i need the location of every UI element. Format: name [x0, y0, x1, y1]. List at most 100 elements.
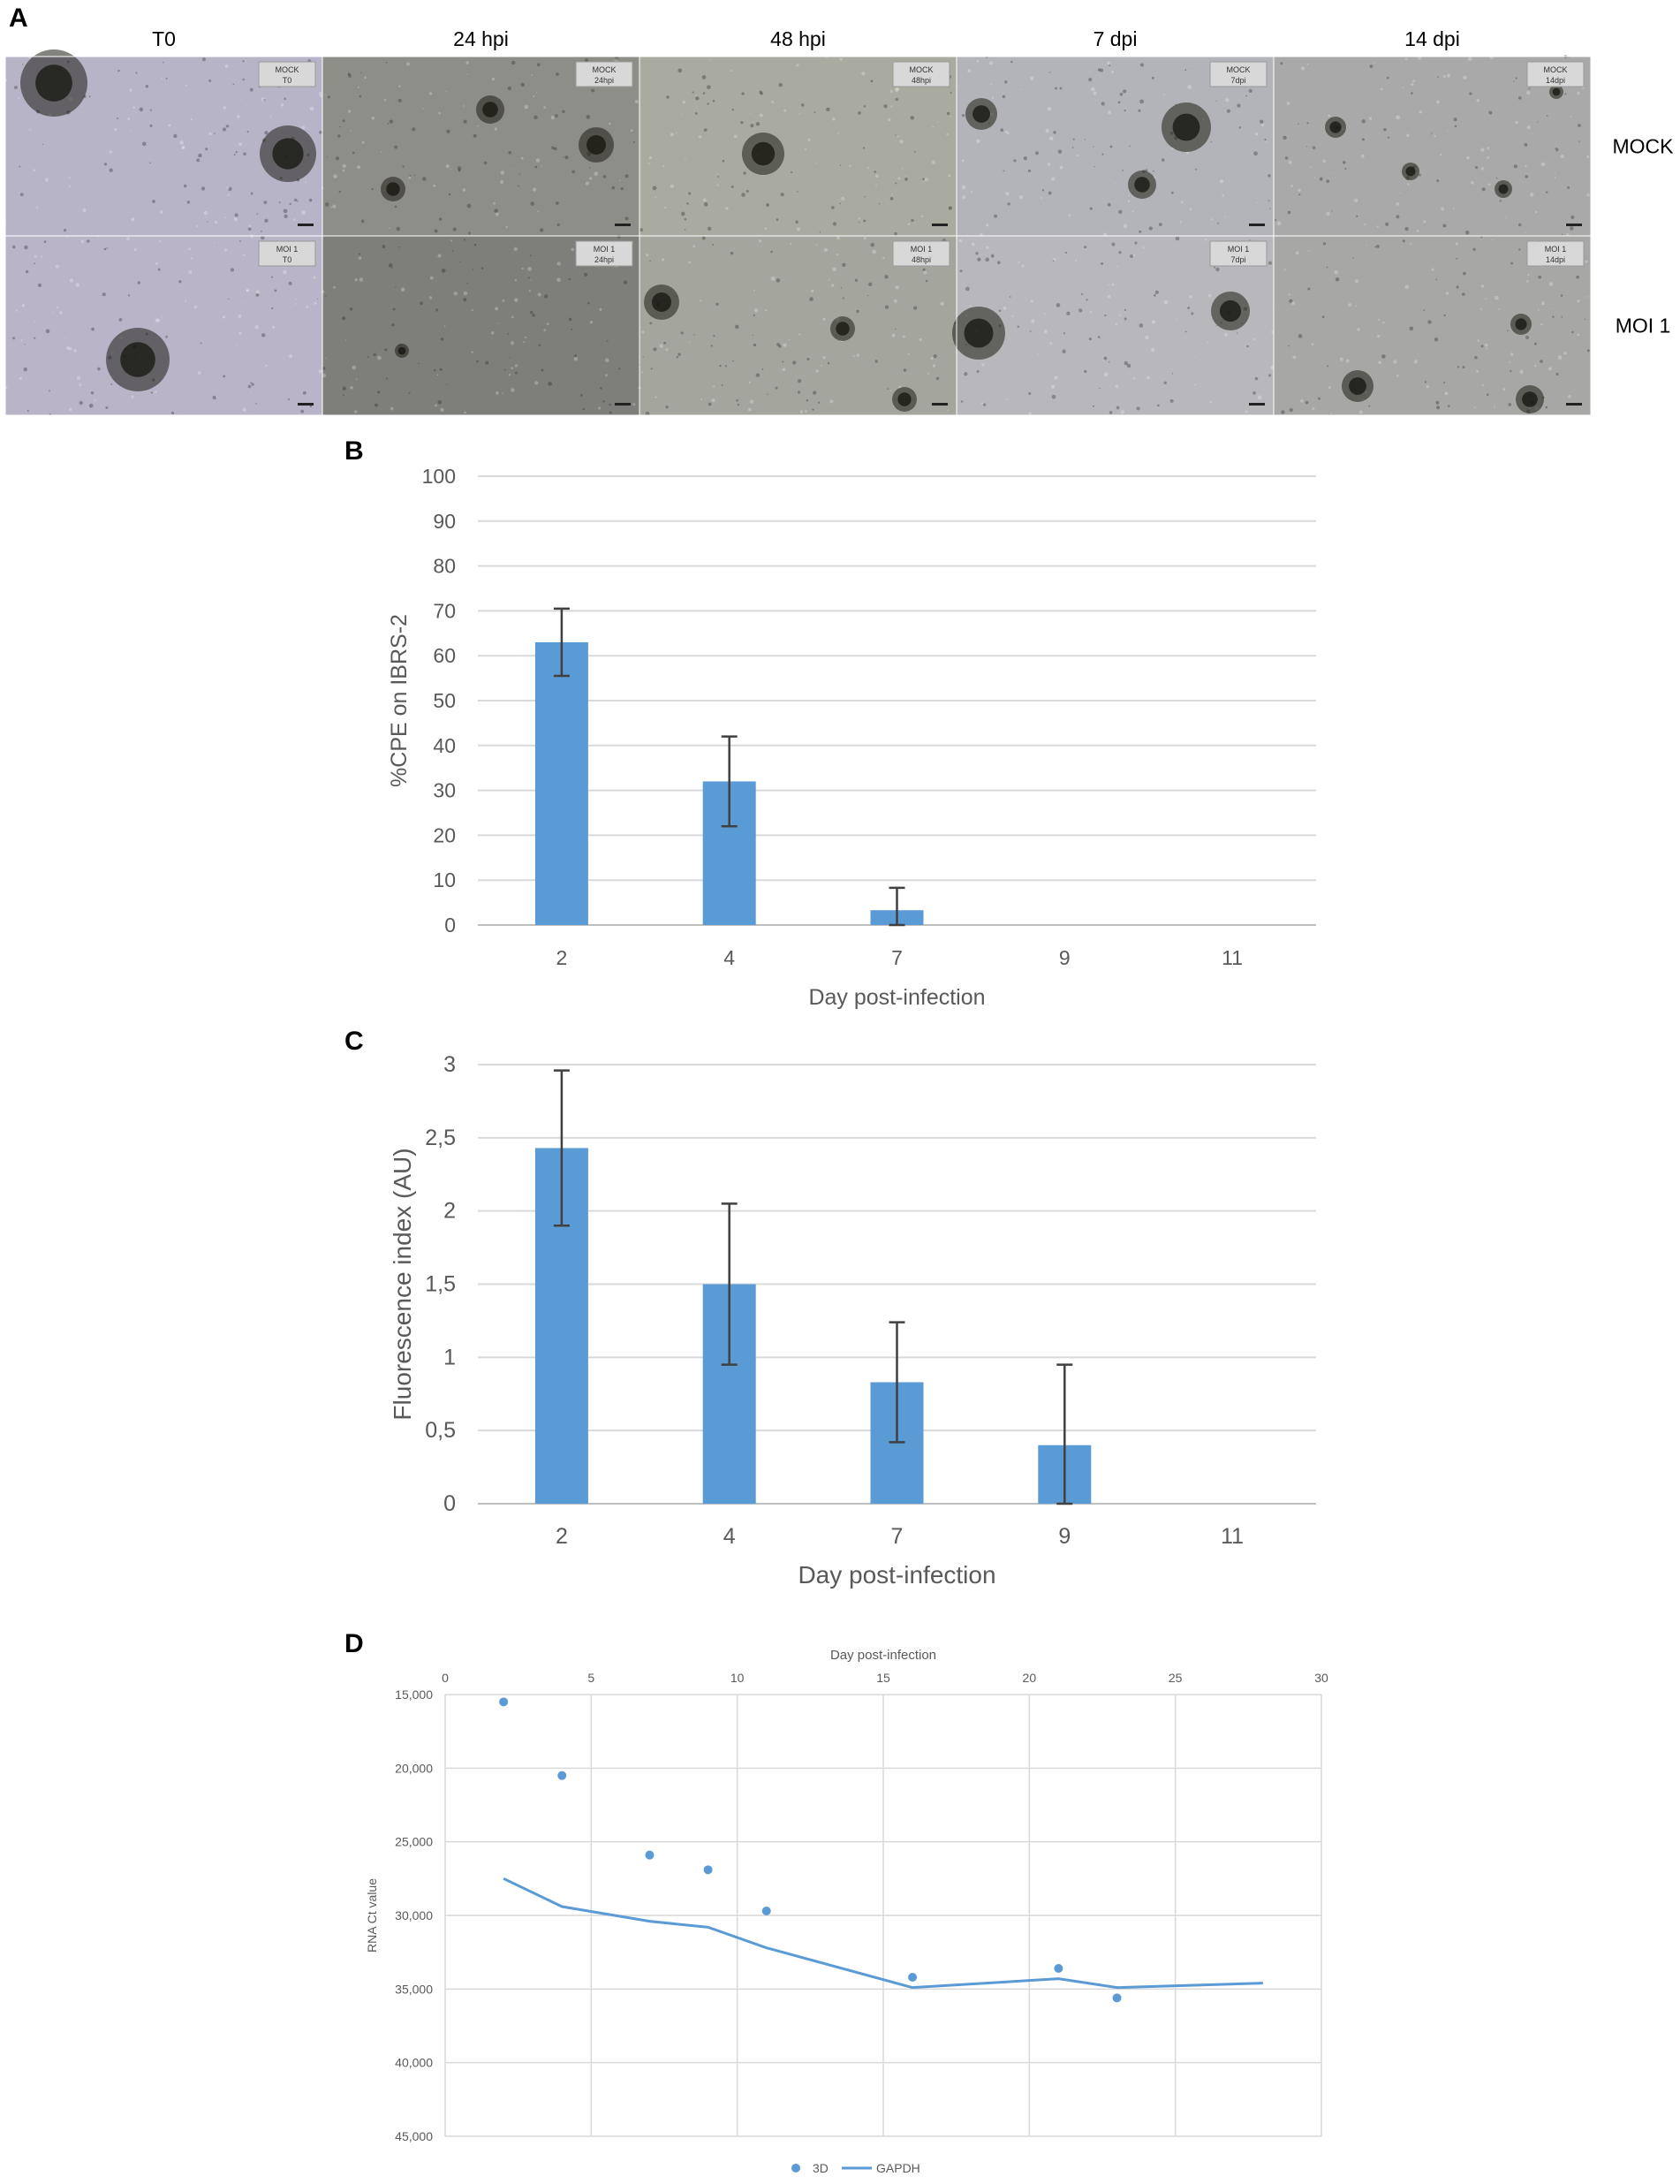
tile-label-sub: 48hpi: [912, 76, 931, 85]
y-tick-label: 20: [433, 823, 456, 846]
y-tick-label: 2: [443, 1199, 456, 1224]
y-tick-label: 30,000: [395, 1908, 433, 1922]
y-tick-label: 45,000: [395, 2129, 433, 2143]
y-tick-label: 0,5: [425, 1418, 456, 1443]
panel-d-letter: D: [344, 1629, 364, 1658]
tile-label: MOI 1: [1545, 245, 1567, 254]
row-label-1: MOI 1: [1616, 315, 1671, 337]
error-bar-day-4: [721, 735, 738, 828]
tile-label-sub: T0: [283, 76, 292, 85]
x-tick-label: 25: [1169, 1671, 1183, 1685]
panel-b-letter: B: [344, 436, 364, 466]
y-tick-label: 1,5: [425, 1272, 456, 1297]
tile-label-sub: 14dpi: [1546, 255, 1565, 264]
x-tick-label: 0: [442, 1671, 449, 1685]
panel-a-micrograph-grid: T0 24 hpi 48 hpi 7 dpi 14 dpi MOCK MOCK T0 MOCK 2…: [4, 27, 1675, 416]
point-3d-day-4: [557, 1771, 567, 1780]
tile-label-sub: 24hpi: [594, 255, 614, 264]
tile-label: MOCK: [910, 65, 934, 74]
legend-3d-marker: [791, 2164, 800, 2173]
y-tick-label: 10: [433, 868, 456, 891]
x-tick-label: 30: [1314, 1671, 1328, 1685]
tile-label: MOCK: [276, 65, 299, 74]
point-3d-day-21: [1054, 1964, 1063, 1973]
tile-label-sub: T0: [283, 255, 292, 264]
tile-label: MOCK: [593, 65, 617, 74]
x-tick-label: 2: [556, 1524, 568, 1549]
tile-label: MOI 1: [276, 245, 299, 254]
error-bar-day-4: [721, 1202, 738, 1366]
y-tick-label: 70: [433, 599, 456, 622]
y-tick-label: 40: [433, 734, 456, 757]
y-tick-label: 0: [444, 914, 456, 937]
point-3d-day-16: [908, 1973, 918, 1982]
x-tick-label: 11: [1222, 946, 1243, 969]
y-axis-title: RNA Ct value: [365, 1878, 379, 1953]
panel-c-letter: C: [344, 1027, 364, 1056]
tile-label: MOI 1: [1228, 245, 1250, 254]
micrograph-tile: MOCK T0: [4, 49, 323, 237]
column-label-3: 7 dpi: [1094, 27, 1138, 50]
x-tick-label: 7: [891, 1524, 904, 1549]
x-tick-label: 9: [1059, 946, 1071, 969]
y-tick-label: 1: [443, 1345, 456, 1369]
column-label-4: 14 dpi: [1404, 27, 1460, 50]
x-tick-label: 10: [730, 1671, 745, 1685]
y-tick-label: 40,000: [395, 2056, 433, 2070]
bar-day-2: [534, 641, 588, 925]
panel-d-scatter-chart: 0 5 10 15 20 25 30 15,000 20,000 25,000 30,000 35,0…: [365, 1648, 1328, 2175]
x-tick-label: 2: [556, 946, 568, 969]
point-3d-day-7: [645, 1850, 655, 1860]
micrograph-tile: MOCK 14dpi: [1273, 55, 1592, 237]
error-bar-day-9: [1056, 1363, 1073, 1505]
x-axis-title: Day post-infection: [798, 1561, 995, 1589]
x-tick-label: 15: [876, 1671, 890, 1685]
y-tick-label: 3: [443, 1052, 456, 1077]
tile-label-sub: 48hpi: [912, 255, 931, 264]
y-tick-label: 20,000: [395, 1761, 433, 1775]
x-tick-label: 7: [891, 946, 903, 969]
error-bar-day-7: [889, 886, 905, 927]
y-tick-label: 90: [433, 510, 456, 533]
point-3d-day-11: [761, 1907, 771, 1915]
tile-label-sub: 7dpi: [1230, 76, 1245, 85]
y-tick-label: 30: [433, 779, 456, 802]
y-tick-label: 60: [433, 644, 456, 667]
legend-gapdh-label: GAPDH: [876, 2161, 920, 2175]
panel-a-letter: A: [9, 4, 28, 33]
y-tick-label: 15,000: [395, 1687, 433, 1702]
x-tick-label: 5: [587, 1671, 594, 1685]
x-tick-label: 4: [723, 1524, 736, 1549]
y-tick-label: 80: [433, 555, 456, 578]
column-label-2: 48 hpi: [770, 27, 826, 50]
tile-label-sub: 7dpi: [1230, 255, 1245, 264]
x-axis-title: Day post-infection: [830, 1648, 936, 1663]
x-tick-label: 9: [1058, 1524, 1071, 1549]
tile-label-sub: 14dpi: [1546, 76, 1565, 85]
legend-3d-label: 3D: [813, 2161, 829, 2175]
x-tick-label: 4: [723, 946, 735, 969]
column-label-0: T0: [152, 27, 176, 50]
y-axis-title: %CPE on IBRS-2: [387, 614, 412, 787]
error-bar-day-7: [889, 1321, 905, 1444]
error-bar-day-2: [553, 1069, 570, 1227]
x-tick-label: 20: [1023, 1671, 1037, 1685]
tile-label: MOCK: [1544, 65, 1568, 74]
tile-label: MOI 1: [594, 245, 616, 254]
y-tick-label: 0: [443, 1491, 456, 1516]
x-tick-label: 11: [1221, 1524, 1244, 1549]
point-3d-day-2: [499, 1697, 509, 1707]
gapdh-line: [503, 1877, 1263, 1990]
point-3d-day-9: [703, 1865, 713, 1875]
micrograph-tile: MOI 1T0: [4, 234, 323, 416]
y-tick-label: 100: [422, 465, 456, 488]
y-tick-label: 35,000: [395, 1982, 433, 1996]
row-label-0: MOCK: [1613, 135, 1675, 158]
error-bar-day-2: [553, 607, 570, 678]
x-axis-title: Day post-infection: [808, 985, 985, 1010]
tile-label: MOCK: [1227, 65, 1251, 74]
